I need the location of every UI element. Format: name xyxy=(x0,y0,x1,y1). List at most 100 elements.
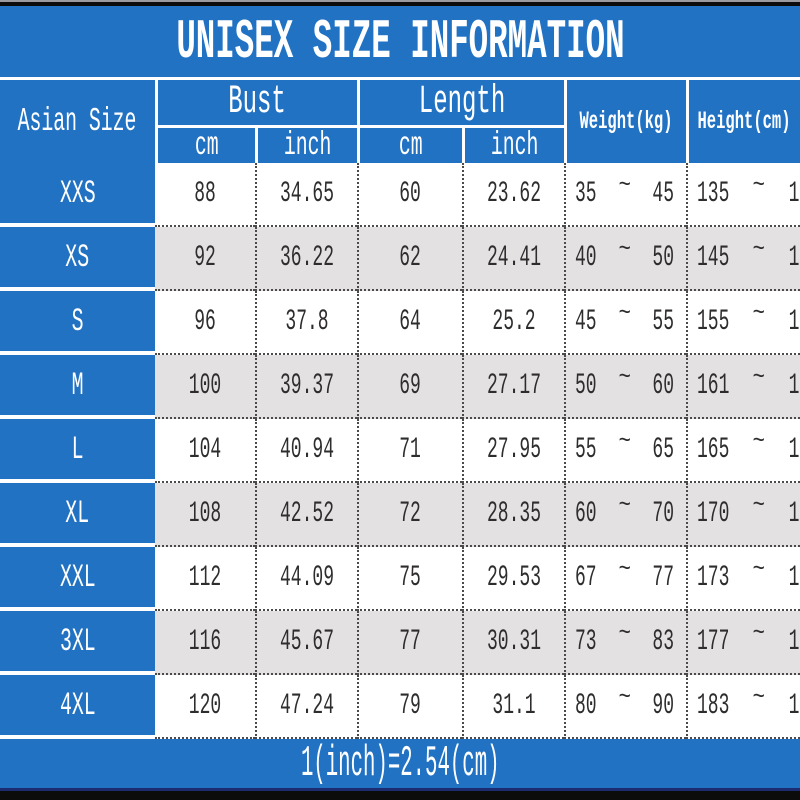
size-label: M xyxy=(71,366,84,404)
range-min: 73 xyxy=(575,625,597,659)
size-label: XL xyxy=(65,494,90,532)
range-max: 45 xyxy=(652,177,674,211)
value: 62 xyxy=(399,241,422,275)
bust-cm-cell: 96 xyxy=(155,291,255,355)
length-cm-cell: 72 xyxy=(357,483,462,547)
value: 79 xyxy=(399,689,422,723)
header-length-group: Length xyxy=(357,80,564,125)
length-inch-cell: 30.31 xyxy=(462,611,564,675)
length-cm-cell: 79 xyxy=(357,675,462,739)
value: 27.95 xyxy=(486,433,541,467)
range-min: 40 xyxy=(575,241,597,275)
range-min: 80 xyxy=(575,689,597,723)
length-inch-cell: 27.17 xyxy=(462,355,564,419)
conversion-note: 1(inch)=2.54(cm) xyxy=(300,738,500,789)
value: 77 xyxy=(399,625,422,659)
size-cell: XS xyxy=(0,227,155,291)
header-height-label: Height(cm) xyxy=(697,107,792,136)
footer-band: 1(inch)=2.54(cm) xyxy=(0,738,800,789)
weight-range-cell: 45 ~55 xyxy=(564,291,686,355)
height-range-cell: 135 ~145 xyxy=(686,163,800,227)
value: 30.31 xyxy=(486,625,541,659)
header-weight: Weight(kg) xyxy=(564,80,686,163)
range-max: 55 xyxy=(652,305,674,339)
range-max: 180 xyxy=(788,497,800,531)
bust-cm-cell: 92 xyxy=(155,227,255,291)
height-range-cell: 165 ~175 xyxy=(686,419,800,483)
range-min: 50 xyxy=(575,369,597,403)
value: 34.65 xyxy=(279,177,334,211)
size-label: XXS xyxy=(59,174,96,212)
range-min: 45 xyxy=(575,305,597,339)
value: 23.62 xyxy=(486,177,541,211)
value: 28.35 xyxy=(486,497,541,531)
size-cell: XL xyxy=(0,483,155,547)
weight-range-cell: 50 ~60 xyxy=(564,355,686,419)
bust-cm-cell: 88 xyxy=(155,163,255,227)
value: 72 xyxy=(399,497,422,531)
bust-inch-cell: 44.09 xyxy=(255,547,357,611)
size-cell: 3XL xyxy=(0,611,155,675)
value: 116 xyxy=(188,625,222,659)
range-min: 135 xyxy=(697,177,730,211)
length-cm-cell: 69 xyxy=(357,355,462,419)
weight-range-cell: 55 ~65 xyxy=(564,419,686,483)
length-inch-cell: 25.2 xyxy=(462,291,564,355)
tilde-separator: ~ xyxy=(618,170,631,200)
value: 96 xyxy=(194,305,216,339)
value: 108 xyxy=(188,497,222,531)
table-row: XXS 88 34.65 60 23.62 35 ~45 135 ~145 xyxy=(0,163,800,227)
range-min: 55 xyxy=(575,433,597,467)
table-header: Asian Size Bust Length Weight(kg) Height… xyxy=(0,80,800,163)
header-length-inch-label: inch xyxy=(490,127,539,163)
header-bust-inch-label: inch xyxy=(283,127,332,163)
tilde-separator: ~ xyxy=(752,298,766,328)
length-cm-cell: 62 xyxy=(357,227,462,291)
height-range-cell: 177 ~187 xyxy=(686,611,800,675)
table-row: XS 92 36.22 62 24.41 40 ~50 145 ~155 xyxy=(0,227,800,291)
range-min: 183 xyxy=(697,689,730,723)
page-title: UNISEX SIZE INFORMATION xyxy=(175,9,625,74)
value: 42.52 xyxy=(279,497,334,531)
size-label: L xyxy=(71,430,84,468)
height-range-cell: 173 ~183 xyxy=(686,547,800,611)
length-inch-cell: 28.35 xyxy=(462,483,564,547)
tilde-separator: ~ xyxy=(752,234,766,264)
tilde-separator: ~ xyxy=(752,554,766,584)
value: 69 xyxy=(399,369,422,403)
tilde-separator: ~ xyxy=(752,490,766,520)
title-divider xyxy=(0,77,800,80)
value: 27.17 xyxy=(486,369,541,403)
range-min: 60 xyxy=(575,497,597,531)
header-height: Height(cm) xyxy=(686,80,800,163)
length-inch-cell: 27.95 xyxy=(462,419,564,483)
range-min: 161 xyxy=(697,369,730,403)
header-length-cm-label: cm xyxy=(399,127,423,163)
range-min: 145 xyxy=(697,241,730,275)
header-asian-size: Asian Size xyxy=(0,80,155,163)
length-cm-cell: 60 xyxy=(357,163,462,227)
value: 44.09 xyxy=(279,561,334,595)
range-max: 83 xyxy=(652,625,674,659)
length-cm-cell: 64 xyxy=(357,291,462,355)
size-cell: M xyxy=(0,355,155,419)
length-cm-cell: 75 xyxy=(357,547,462,611)
length-inch-cell: 29.53 xyxy=(462,547,564,611)
size-label: XS xyxy=(65,238,90,276)
header-bust-cm: cm xyxy=(155,125,255,163)
length-inch-cell: 23.62 xyxy=(462,163,564,227)
bust-inch-cell: 40.94 xyxy=(255,419,357,483)
header-length-inch: inch xyxy=(462,125,564,163)
length-inch-cell: 31.1 xyxy=(462,675,564,739)
bust-inch-cell: 45.67 xyxy=(255,611,357,675)
range-max: 77 xyxy=(652,561,674,595)
length-cm-cell: 77 xyxy=(357,611,462,675)
size-cell: XXL xyxy=(0,547,155,611)
tilde-separator: ~ xyxy=(752,682,766,712)
header-bust-inch: inch xyxy=(255,125,357,163)
range-max: 70 xyxy=(652,497,674,531)
height-range-cell: 155 ~165 xyxy=(686,291,800,355)
range-max: 145 xyxy=(788,177,800,211)
range-max: 60 xyxy=(652,369,674,403)
header-length-label: Length xyxy=(418,80,506,125)
